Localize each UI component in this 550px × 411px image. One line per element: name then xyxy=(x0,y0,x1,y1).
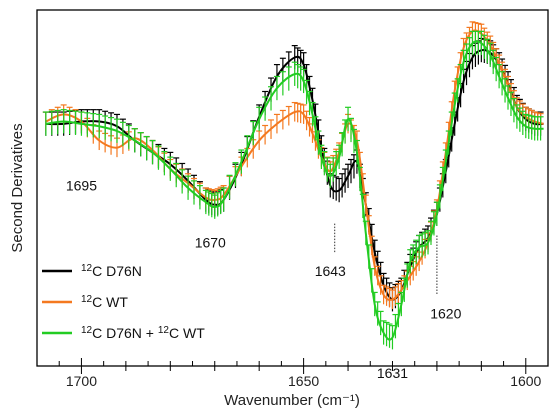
series-line xyxy=(45,40,544,341)
legend-entry: 12C WT xyxy=(81,294,128,310)
legend-entry: 12C D76N + 12C WT xyxy=(81,325,205,341)
series-layer xyxy=(42,21,544,350)
x-axis-ticks: 1700 1650 1600 xyxy=(58,358,549,389)
peak-annotation: 1695 xyxy=(66,177,97,193)
y-axis-title: Second Derivatives xyxy=(9,123,26,252)
series-line xyxy=(45,49,544,301)
peak-annotation: 1643 xyxy=(315,263,346,279)
peak-annotation: 1631 xyxy=(377,365,408,381)
series-2 xyxy=(42,30,544,350)
peak-annotation: 1670 xyxy=(195,234,226,250)
x-tick-label: 1700 xyxy=(66,373,97,389)
legend: 12C D76N 12C WT 12C D76N + 12C WT xyxy=(42,263,205,341)
plot-frame xyxy=(36,9,549,367)
peak-annotation: 1620 xyxy=(430,306,461,322)
x-axis-title: Wavenumber (cm⁻¹) xyxy=(224,392,360,409)
x-tick-label: 1600 xyxy=(510,373,541,389)
legend-entry: 12C D76N xyxy=(81,263,142,279)
annotation-layer: 1695 1670 1643 1631 1620 xyxy=(66,177,462,380)
x-tick-label: 1650 xyxy=(288,373,319,389)
